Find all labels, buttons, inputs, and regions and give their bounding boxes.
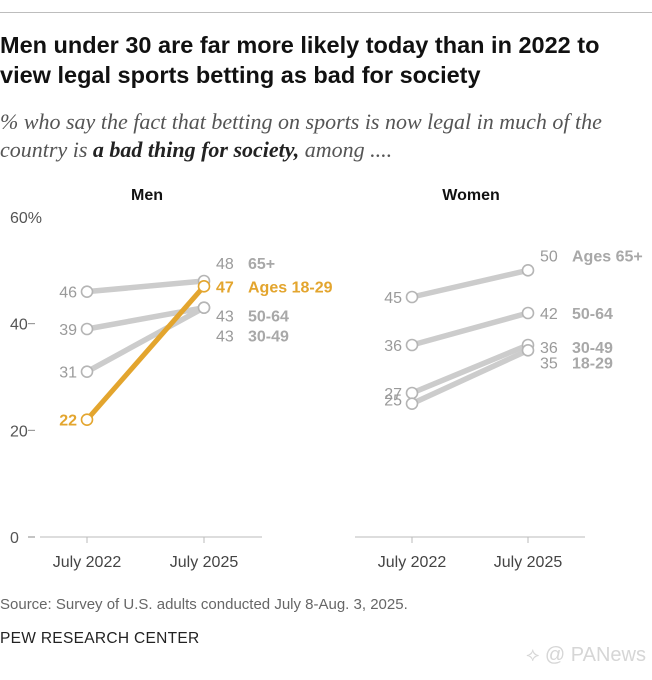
data-label-end: 35 bbox=[540, 355, 558, 372]
data-label-end: 43 bbox=[216, 309, 234, 326]
x-tick-label: July 2025 bbox=[494, 554, 563, 571]
data-label-start: 36 bbox=[384, 338, 402, 355]
data-label-start: 25 bbox=[384, 393, 402, 410]
series-label: Ages 18-29 bbox=[248, 279, 333, 296]
series-line-ages-18-29 bbox=[84, 283, 207, 423]
data-label-end: 50 bbox=[540, 248, 558, 265]
x-tick-label: July 2022 bbox=[53, 554, 122, 571]
subtitle-text-end: among .... bbox=[299, 137, 393, 162]
y-tick-label: 20 bbox=[10, 423, 28, 440]
series-line-ages-65- bbox=[409, 267, 531, 300]
source-note: Source: Survey of U.S. adults conducted … bbox=[0, 596, 408, 613]
brand-name: PEW RESEARCH CENTER bbox=[0, 630, 200, 647]
panel-title-0: Men bbox=[131, 187, 163, 204]
series-line-65- bbox=[84, 278, 207, 295]
data-label-start: 46 bbox=[59, 285, 77, 302]
x-tick-label: July 2025 bbox=[170, 554, 239, 571]
data-point-end bbox=[197, 301, 211, 314]
data-point-start bbox=[405, 290, 419, 304]
data-point-start bbox=[80, 285, 94, 298]
series-label: 30-49 bbox=[248, 329, 289, 346]
data-point-end bbox=[521, 306, 535, 320]
data-point-start bbox=[80, 413, 94, 426]
series-label: 50-64 bbox=[572, 306, 613, 323]
data-label-start: 45 bbox=[384, 290, 402, 307]
data-label-start: 22 bbox=[59, 413, 77, 430]
top-rule bbox=[0, 12, 652, 13]
data-label-end: 36 bbox=[540, 340, 558, 357]
panel-title-1: Women bbox=[442, 187, 499, 204]
data-point-end bbox=[521, 264, 535, 277]
series-line-50-64 bbox=[409, 310, 531, 348]
data-point-start bbox=[405, 386, 419, 400]
watermark: ⟡ @ PANews bbox=[526, 644, 646, 666]
chart-area: Men July 2022 July 2025 60% 40 20 0 46 48 65+ 39 43… bbox=[10, 187, 643, 571]
data-label-end: 43 bbox=[216, 329, 234, 346]
data-point-start bbox=[405, 338, 419, 352]
data-label-end: 42 bbox=[540, 306, 558, 323]
chart-title: Men under 30 are far more likely today t… bbox=[0, 32, 600, 88]
series-line-30-49 bbox=[84, 304, 207, 375]
series-label: 50-64 bbox=[248, 309, 289, 326]
series-line-18-29 bbox=[409, 347, 531, 407]
data-point-end bbox=[197, 280, 211, 293]
series-label: 30-49 bbox=[572, 340, 613, 357]
series-label: 18-29 bbox=[572, 355, 613, 372]
y-tick-label: 0 bbox=[10, 530, 19, 547]
data-label-start: 39 bbox=[59, 322, 77, 339]
data-point-start bbox=[80, 365, 94, 378]
chart-subtitle: % who say the fact that betting on sport… bbox=[0, 108, 645, 164]
data-label-end: 47 bbox=[216, 279, 234, 296]
data-label-start: 27 bbox=[384, 386, 402, 403]
data-label-end: 48 bbox=[216, 256, 234, 273]
series-line-30-49 bbox=[409, 342, 531, 396]
series-label: 65+ bbox=[248, 256, 275, 273]
y-tick-label: 40 bbox=[10, 317, 28, 334]
data-point-end bbox=[521, 344, 535, 357]
data-label-start: 31 bbox=[59, 365, 77, 382]
data-point-start bbox=[80, 322, 94, 336]
y-tick-label: 60% bbox=[10, 210, 42, 227]
series-label: Ages 65+ bbox=[572, 248, 643, 265]
x-tick-label: July 2022 bbox=[378, 554, 447, 571]
subtitle-text: % who say the fact that betting on sport… bbox=[0, 109, 602, 162]
data-point-start bbox=[405, 397, 419, 410]
subtitle-emphasis: a bad thing for society, bbox=[92, 137, 300, 162]
